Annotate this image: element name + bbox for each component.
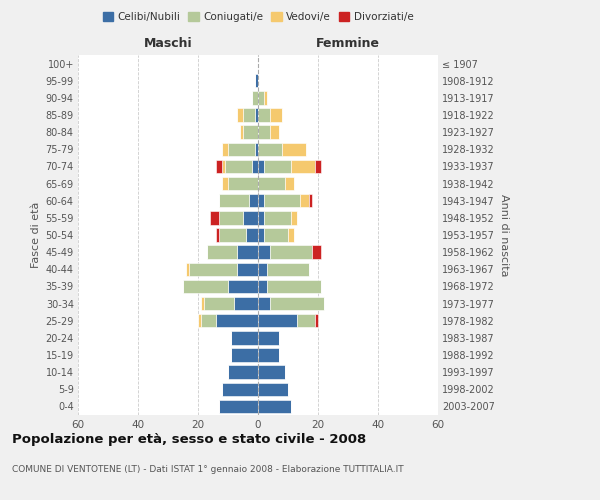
Bar xyxy=(258,126,270,139)
Bar xyxy=(270,126,279,139)
Bar xyxy=(291,211,297,224)
Bar xyxy=(240,126,243,139)
Bar xyxy=(228,177,258,190)
Text: Popolazione per età, sesso e stato civile - 2008: Popolazione per età, sesso e stato civil… xyxy=(12,432,366,446)
Y-axis label: Anni di nascita: Anni di nascita xyxy=(499,194,509,276)
Bar xyxy=(264,91,267,104)
Bar xyxy=(225,160,252,173)
Bar xyxy=(267,262,309,276)
Bar xyxy=(270,297,324,310)
Bar xyxy=(315,314,318,328)
Bar xyxy=(258,91,264,104)
Bar xyxy=(264,194,300,207)
Bar xyxy=(297,314,315,328)
Bar xyxy=(258,331,279,344)
Bar xyxy=(243,126,258,139)
Bar xyxy=(207,246,237,259)
Bar xyxy=(264,160,291,173)
Bar xyxy=(219,228,246,241)
Bar xyxy=(255,142,258,156)
Bar xyxy=(264,228,288,241)
Bar xyxy=(267,280,321,293)
Y-axis label: Fasce di età: Fasce di età xyxy=(31,202,41,268)
Bar xyxy=(222,382,258,396)
Bar xyxy=(204,297,234,310)
Bar xyxy=(258,142,282,156)
Bar xyxy=(216,160,222,173)
Bar xyxy=(288,228,294,241)
Bar xyxy=(291,160,315,173)
Bar xyxy=(270,246,312,259)
Legend: Celibi/Nubili, Coniugati/e, Vedovi/e, Divorziati/e: Celibi/Nubili, Coniugati/e, Vedovi/e, Di… xyxy=(98,8,418,26)
Bar xyxy=(219,194,249,207)
Bar xyxy=(237,262,258,276)
Bar xyxy=(252,160,258,173)
Bar xyxy=(258,108,270,122)
Bar xyxy=(258,228,264,241)
Bar xyxy=(258,297,270,310)
Bar xyxy=(258,246,270,259)
Bar xyxy=(264,211,291,224)
Bar xyxy=(231,331,258,344)
Bar xyxy=(228,366,258,379)
Bar xyxy=(252,91,258,104)
Bar xyxy=(258,211,264,224)
Bar xyxy=(219,211,243,224)
Bar xyxy=(222,177,228,190)
Bar xyxy=(285,177,294,190)
Bar xyxy=(258,262,267,276)
Bar xyxy=(216,228,219,241)
Bar xyxy=(315,160,321,173)
Text: Femmine: Femmine xyxy=(316,37,380,50)
Bar xyxy=(237,108,243,122)
Bar xyxy=(249,194,258,207)
Bar xyxy=(231,348,258,362)
Bar xyxy=(234,297,258,310)
Bar xyxy=(210,211,219,224)
Text: Maschi: Maschi xyxy=(143,37,193,50)
Bar xyxy=(255,74,258,88)
Bar xyxy=(246,228,258,241)
Bar xyxy=(243,211,258,224)
Bar xyxy=(300,194,309,207)
Bar xyxy=(183,280,228,293)
Bar xyxy=(258,177,285,190)
Bar xyxy=(258,160,264,173)
Bar xyxy=(222,160,225,173)
Bar xyxy=(312,246,321,259)
Bar xyxy=(219,400,258,413)
Bar xyxy=(237,246,258,259)
Bar xyxy=(258,400,291,413)
Bar xyxy=(309,194,312,207)
Bar xyxy=(255,108,258,122)
Bar xyxy=(216,314,258,328)
Text: COMUNE DI VENTOTENE (LT) - Dati ISTAT 1° gennaio 2008 - Elaborazione TUTTITALIA.: COMUNE DI VENTOTENE (LT) - Dati ISTAT 1°… xyxy=(12,466,404,474)
Bar xyxy=(258,314,297,328)
Bar xyxy=(228,142,255,156)
Bar xyxy=(258,194,264,207)
Bar xyxy=(201,297,204,310)
Bar xyxy=(258,280,267,293)
Bar xyxy=(282,142,306,156)
Bar xyxy=(270,108,282,122)
Bar xyxy=(258,366,285,379)
Bar xyxy=(201,314,216,328)
Bar xyxy=(189,262,237,276)
Bar xyxy=(186,262,189,276)
Bar xyxy=(258,382,288,396)
Bar xyxy=(258,348,279,362)
Bar xyxy=(198,314,201,328)
Bar xyxy=(228,280,258,293)
Bar xyxy=(222,142,228,156)
Bar xyxy=(243,108,255,122)
